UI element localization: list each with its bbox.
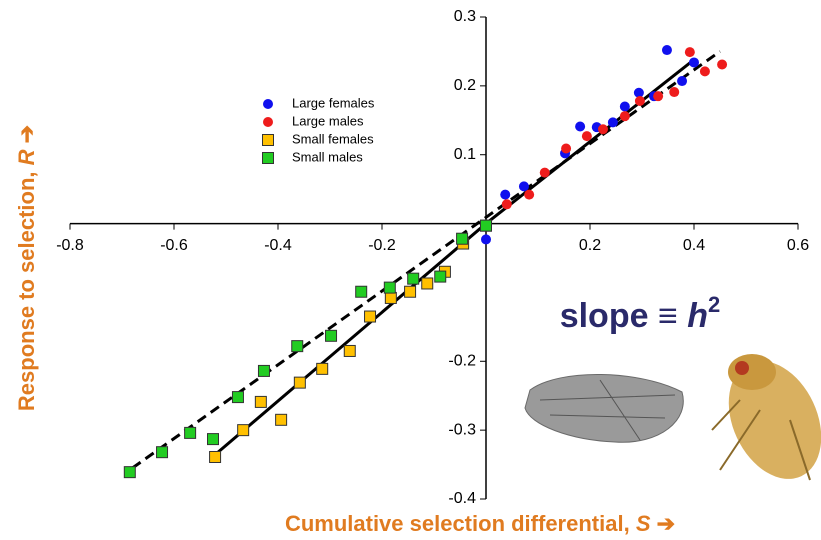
y-tick-label: 0.2 [454,77,476,94]
point [699,66,710,77]
x-tick-label: -0.2 [368,237,396,254]
point [383,281,396,294]
point [156,446,169,459]
point [539,167,550,178]
point [355,285,368,298]
fit-line [131,50,721,470]
point [384,291,397,304]
x-tick-label: 0.4 [683,237,705,254]
point [607,117,618,128]
y-tick-label: 0.1 [454,146,476,163]
point [684,47,695,58]
x-axis-label: Cumulative selection differential, S ➔ [285,511,675,536]
legend-label: Small males [292,149,363,164]
y-tick-label: -0.4 [448,490,476,507]
point [343,344,356,357]
point [421,277,434,290]
point [231,391,244,404]
point [293,376,306,389]
y-axis-label: Response to selection, R ➔ [14,125,39,411]
point [501,199,512,210]
legend-label: Large males [292,113,364,128]
x-tick-label: -0.4 [264,237,292,254]
point [257,364,270,377]
point [634,96,645,107]
x-tick-label: -0.8 [56,237,84,254]
y-tick-label: -0.3 [448,421,476,438]
point [184,426,197,439]
point [209,450,222,463]
wing-image [524,373,684,443]
point [689,57,699,68]
point [653,91,664,102]
point [518,181,529,192]
x-tick-label: 0.2 [579,237,601,254]
point [404,285,417,298]
point [480,219,492,232]
legend-marker [262,134,274,146]
fit-line [485,58,695,225]
point [717,59,728,70]
point [581,131,592,142]
point [254,395,267,408]
point [325,329,338,342]
point [407,272,420,285]
point [237,424,250,437]
point [275,413,288,426]
point [575,121,586,132]
point [291,340,304,353]
legend-marker [263,117,273,127]
point [661,45,672,56]
point [619,101,630,112]
point [434,270,447,283]
point [207,433,219,446]
annotation: slope ≡ h2 [560,292,721,335]
y-tick-label: -0.2 [448,353,476,370]
point [677,76,688,87]
point [598,124,608,135]
legend-label: Large females [292,95,375,110]
point [481,234,491,245]
point [456,232,469,245]
legend-label: Small females [292,131,374,146]
point [123,466,136,479]
legend-marker [263,99,273,109]
legend-marker [262,152,274,164]
y-tick-label: 0.3 [454,8,476,25]
fly-image [711,354,821,481]
point [316,362,329,375]
point [364,310,377,323]
point [500,189,511,200]
point [619,111,630,122]
fit-line [214,222,487,456]
x-tick-label: -0.6 [160,237,188,254]
point [633,87,644,98]
point [561,143,572,154]
point [524,189,535,200]
point [669,87,680,98]
x-tick-label: 0.6 [787,237,809,254]
